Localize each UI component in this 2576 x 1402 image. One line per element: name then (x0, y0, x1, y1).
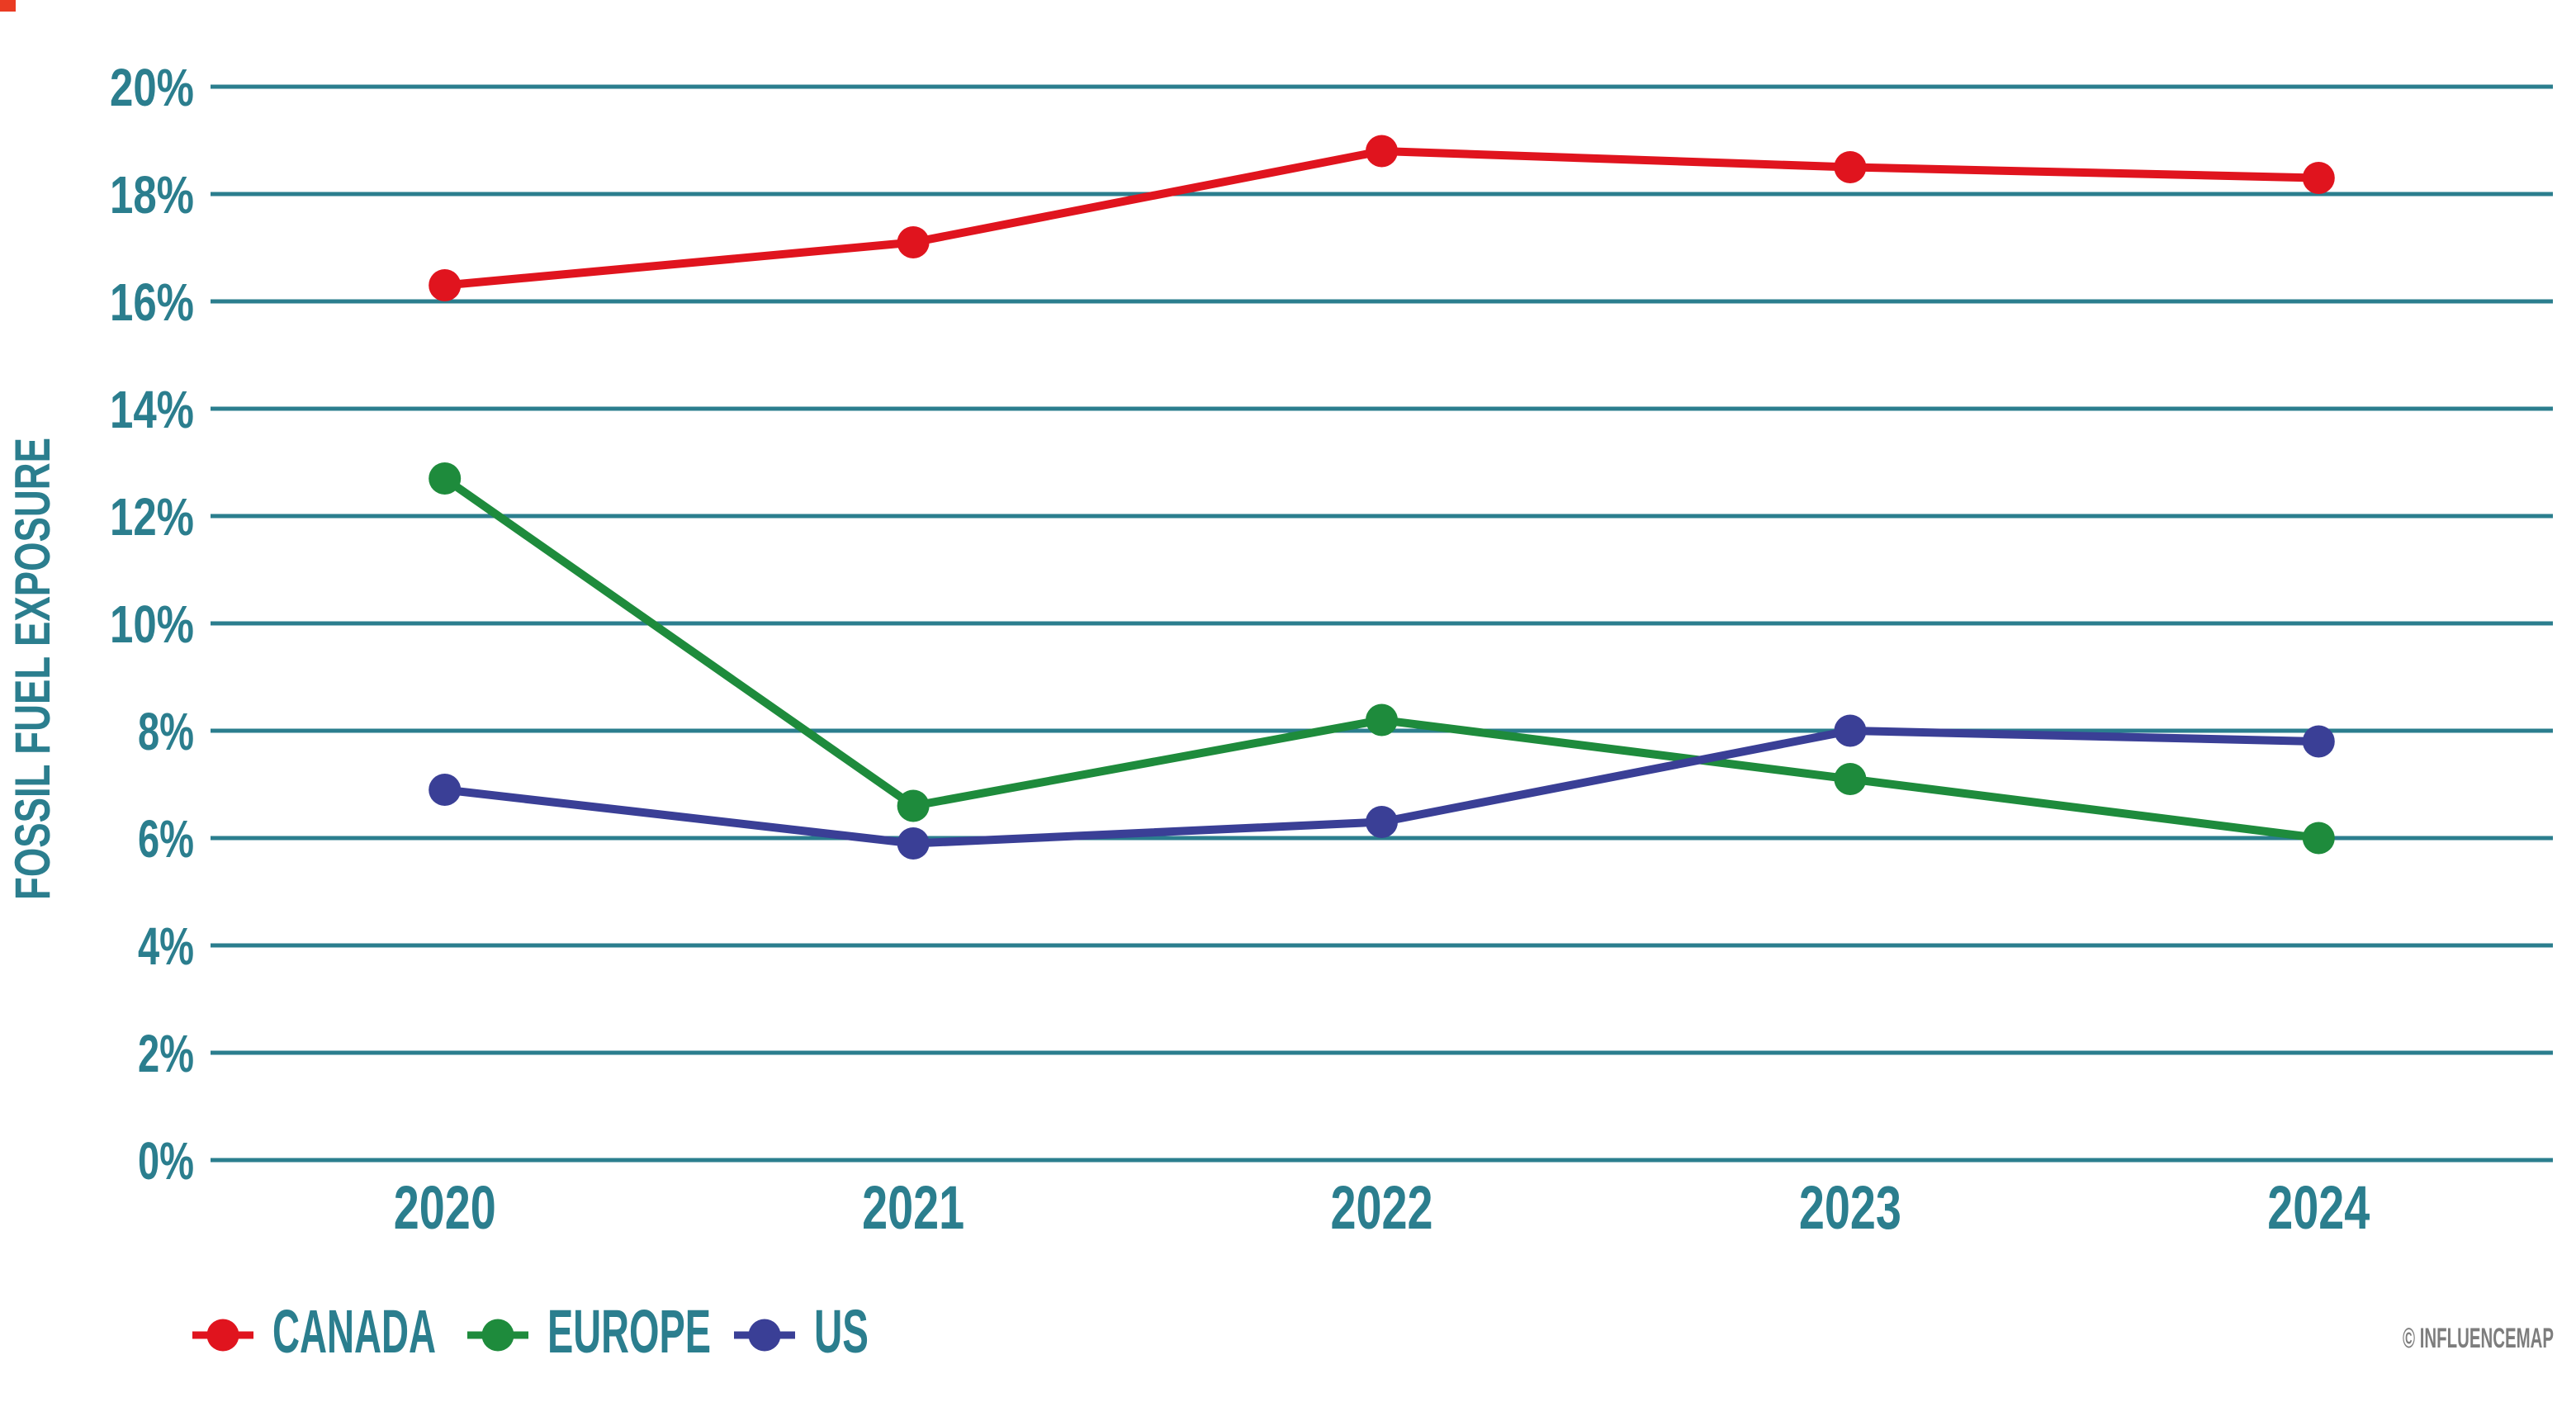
legend-dot-europe (481, 1319, 514, 1352)
data-point-europe-2021 (897, 789, 930, 822)
data-point-canada-2023 (1834, 151, 1867, 183)
x-tick-label: 2024 (2267, 1173, 2370, 1242)
data-point-us-2022 (1366, 806, 1398, 838)
y-tick-labels: 0% 2% 4% 6% 8% 10% 12% 14% 16% 18% 20% (110, 58, 194, 1191)
data-point-canada-2024 (2302, 162, 2335, 194)
data-point-canada-2021 (897, 226, 930, 258)
data-point-canada-2020 (429, 269, 462, 301)
legend-dot-canada (206, 1319, 239, 1352)
data-point-us-2024 (2302, 725, 2335, 758)
data-point-europe-2022 (1366, 703, 1398, 737)
data-point-us-2021 (897, 827, 930, 860)
data-point-us-2023 (1834, 714, 1867, 747)
y-tick-label: 12% (110, 487, 194, 547)
y-tick-label: 20% (110, 58, 194, 117)
y-tick-label: 10% (110, 594, 194, 654)
y-tick-label: 14% (110, 380, 194, 439)
legend-label-us: US (814, 1297, 869, 1366)
data-point-canada-2022 (1366, 135, 1398, 168)
series-layer (429, 135, 2335, 860)
x-tick-label: 2020 (394, 1173, 496, 1242)
legend-label-canada: CANADA (272, 1297, 436, 1366)
legend-item-canada: CANADA (192, 1297, 436, 1366)
legend: CANADA EUROPE US (192, 1297, 869, 1366)
y-tick-label: 6% (138, 809, 194, 869)
y-tick-label: 4% (138, 917, 194, 976)
influencemap-watermark: © INFLUENCEMAP (2403, 1323, 2554, 1354)
x-tick-label: 2021 (862, 1173, 964, 1242)
legend-dot-us (748, 1319, 781, 1352)
y-tick-label: 8% (138, 702, 194, 761)
data-point-europe-2024 (2302, 822, 2335, 855)
legend-item-europe: EUROPE (467, 1297, 711, 1366)
series-line-canada (444, 146, 2319, 290)
x-tick-labels: 2020 2021 2022 2023 2024 (394, 1173, 2370, 1242)
corner-mark (0, 0, 16, 12)
y-tick-label: 18% (110, 165, 194, 225)
x-tick-label: 2022 (1331, 1173, 1433, 1242)
legend-label-europe: EUROPE (547, 1297, 711, 1366)
y-tick-label: 2% (138, 1024, 194, 1083)
data-point-us-2020 (429, 774, 462, 806)
series-line-europe (442, 475, 2319, 842)
y-tick-label: 0% (138, 1131, 194, 1191)
gridlines (211, 84, 2553, 1163)
y-axis-title: FOSSIL FUEL EXPOSURE (5, 438, 60, 900)
x-tick-label: 2023 (1799, 1173, 1901, 1242)
legend-item-us: US (734, 1297, 869, 1366)
data-point-europe-2023 (1834, 763, 1867, 795)
data-point-europe-2020 (429, 462, 462, 495)
y-tick-label: 16% (110, 272, 194, 332)
